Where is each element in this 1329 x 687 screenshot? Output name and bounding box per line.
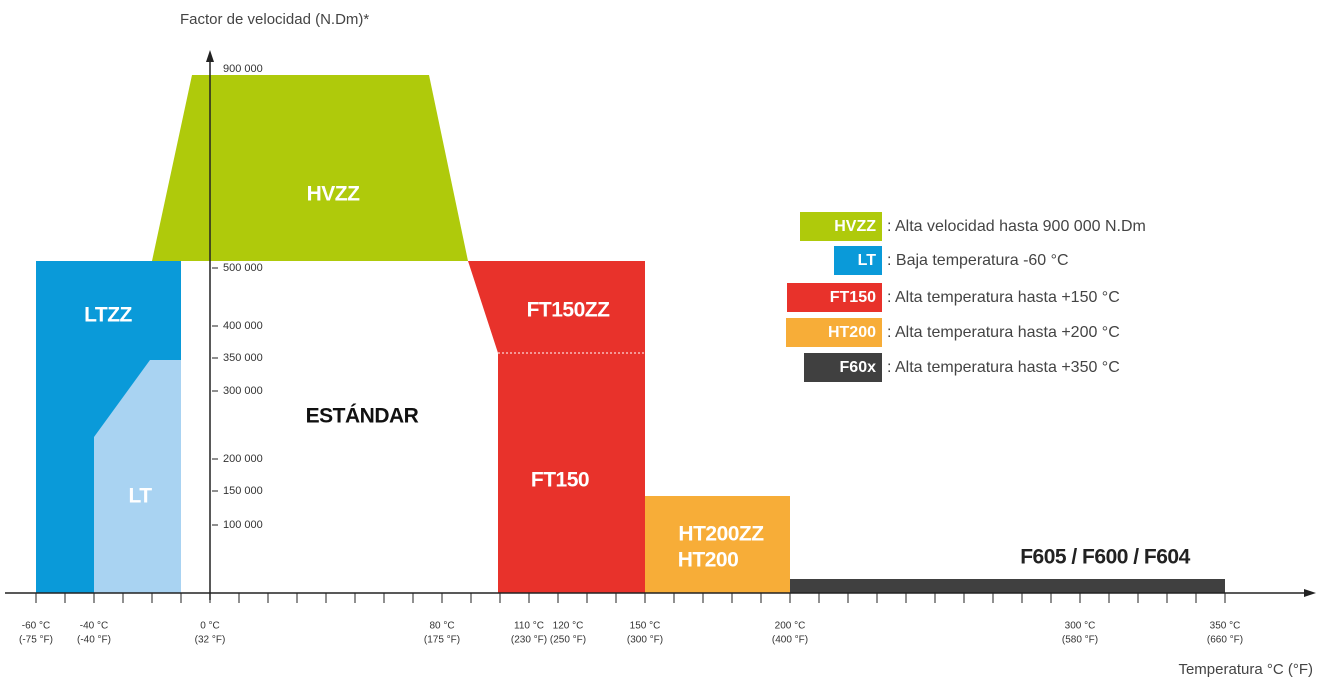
region-label: LT	[128, 485, 152, 508]
ft150-region	[468, 261, 645, 593]
arrow	[206, 50, 214, 62]
x-tick-label: 120 °C	[553, 621, 584, 632]
legend-code: HT200	[828, 324, 876, 341]
legend-swatch	[800, 212, 882, 241]
x-tick-label: (-75 °F)	[19, 635, 53, 646]
legend-description: : Baja temperatura -60 °C	[887, 252, 1069, 269]
y-tick-label: 500 000	[223, 262, 263, 274]
x-tick-label: (400 °F)	[772, 635, 808, 646]
region-label: FT150	[531, 469, 589, 492]
legend-description: : Alta velocidad hasta 900 000 N.Dm	[887, 218, 1146, 235]
x-tick-label: -60 °C	[22, 621, 50, 632]
x-tick-label: 80 °C	[429, 621, 454, 632]
x-axis-title: Temperatura °C (°F)	[1178, 661, 1313, 678]
legend-code: HVZZ	[834, 218, 876, 235]
region-label: HT200ZZ	[678, 523, 764, 546]
legend-description: : Alta temperatura hasta +150 °C	[887, 289, 1120, 306]
legend-description: : Alta temperatura hasta +350 °C	[887, 359, 1120, 376]
x-tick-label: 150 °C	[630, 621, 661, 632]
y-axis-title: Factor de velocidad (N.Dm)*	[180, 11, 369, 28]
x-tick-label: (175 °F)	[424, 635, 460, 646]
x-tick-label: (-40 °F)	[77, 635, 111, 646]
y-tick-label: 300 000	[223, 385, 263, 397]
region-label: LTZZ	[84, 304, 132, 327]
region-label: HVZZ	[307, 183, 361, 206]
legend-description: : Alta temperatura hasta +200 °C	[887, 324, 1120, 341]
region-label: F605 / F600 / F604	[1020, 546, 1190, 569]
x-tick-label: 110 °C	[514, 621, 544, 632]
y-tick-label: 350 000	[223, 352, 263, 364]
x-tick-label: 200 °C	[775, 621, 806, 632]
x-tick-label: (580 °F)	[1062, 635, 1098, 646]
x-tick-label: (300 °F)	[627, 635, 663, 646]
x-tick-label: (250 °F)	[550, 635, 586, 646]
legend-swatch	[787, 283, 882, 312]
x-tick-label: (230 °F)	[511, 635, 547, 646]
x-tick-label: (660 °F)	[1207, 635, 1243, 646]
x-tick-label: -40 °C	[80, 621, 108, 632]
region-label: HT200	[678, 549, 739, 572]
y-tick-label: 900 000	[223, 63, 263, 75]
x-tick-label: 350 °C	[1210, 621, 1241, 632]
axes	[5, 50, 1316, 600]
regions	[36, 75, 1225, 593]
legend-swatch	[834, 246, 882, 275]
legend-code: FT150	[830, 289, 876, 306]
legend-swatch	[786, 318, 882, 347]
lt-region	[94, 360, 181, 593]
f60x-region	[790, 579, 1225, 593]
x-tick-label: 300 °C	[1065, 621, 1096, 632]
x-tick-label: 0 °C	[200, 621, 220, 632]
legend-swatch	[804, 353, 882, 382]
y-tick-label: 200 000	[223, 453, 263, 465]
arrow	[1304, 589, 1316, 597]
legend-code: LT	[858, 252, 877, 269]
region-label: ESTÁNDAR	[306, 405, 419, 428]
y-tick-label: 400 000	[223, 320, 263, 332]
y-tick-label: 100 000	[223, 519, 263, 531]
x-tick-label: (32 °F)	[195, 635, 226, 646]
legend-code: F60x	[840, 359, 877, 376]
ht200-region	[645, 496, 790, 593]
y-tick-label: 150 000	[223, 485, 263, 497]
region-label: FT150ZZ	[527, 299, 611, 322]
hvzz-region	[152, 75, 468, 261]
